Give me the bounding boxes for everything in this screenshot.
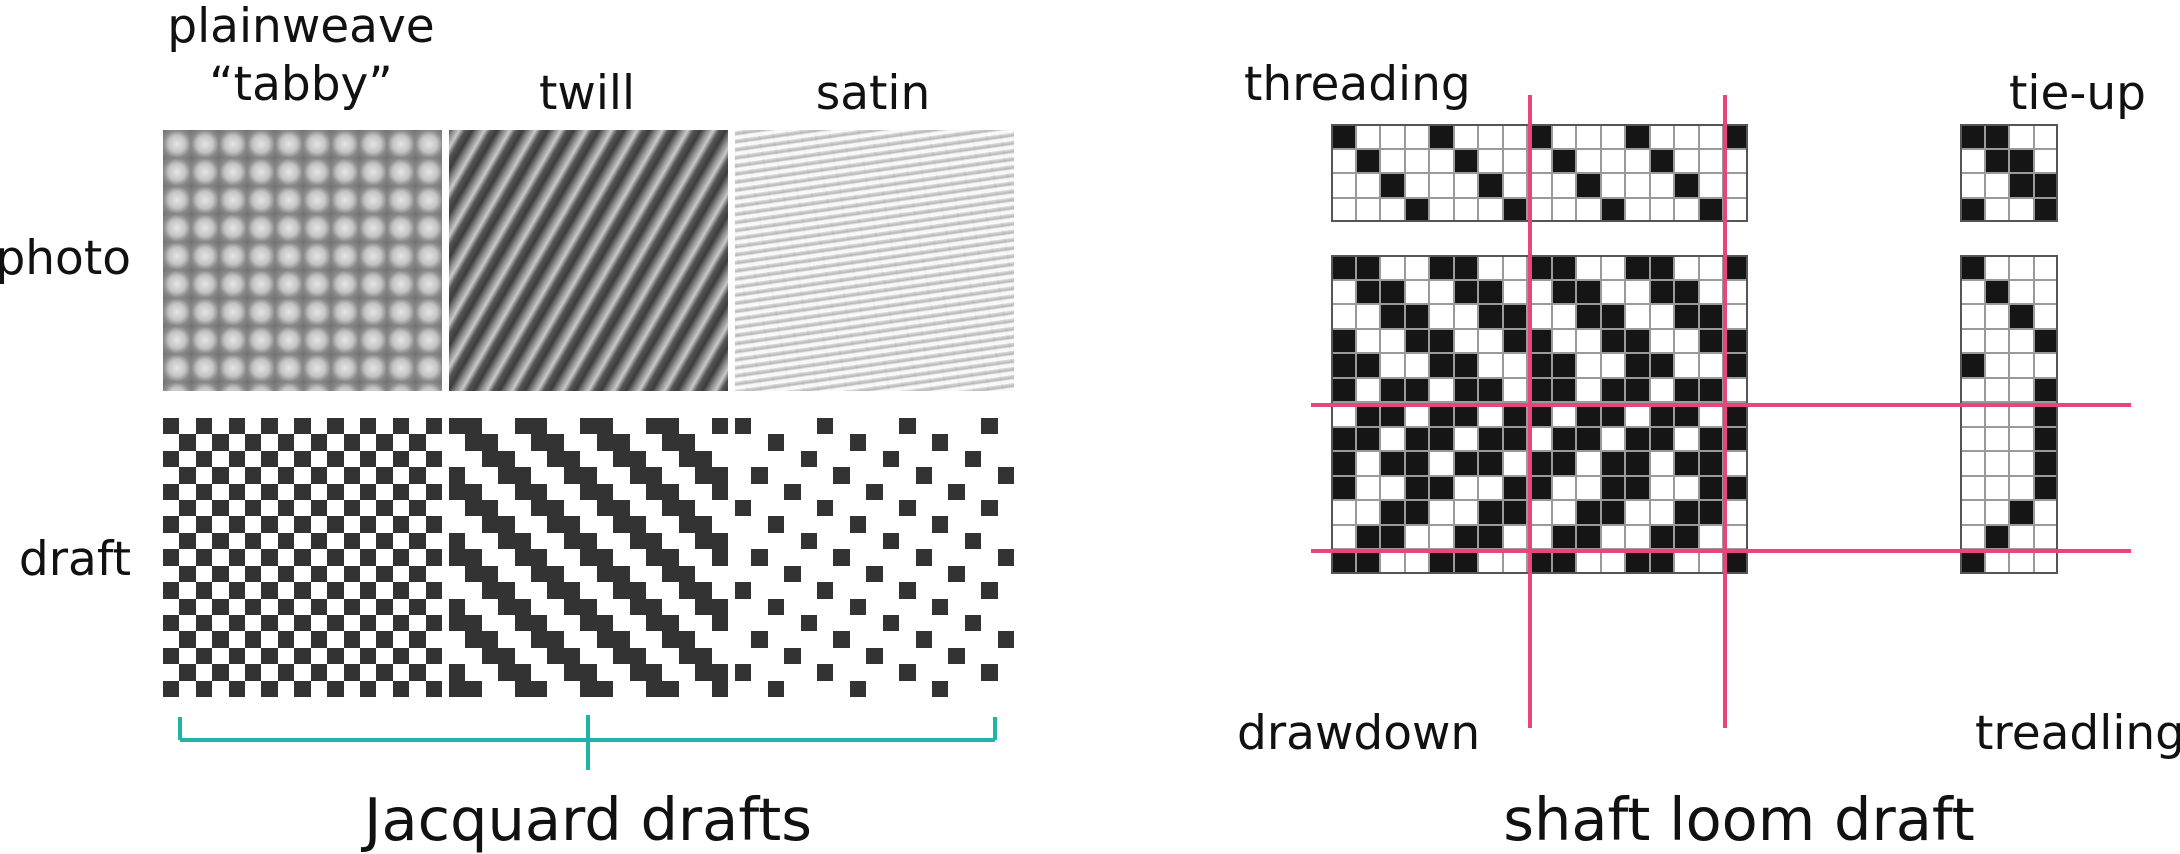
shaft-loom-draft-title: shaft loom draft xyxy=(1503,790,1974,849)
